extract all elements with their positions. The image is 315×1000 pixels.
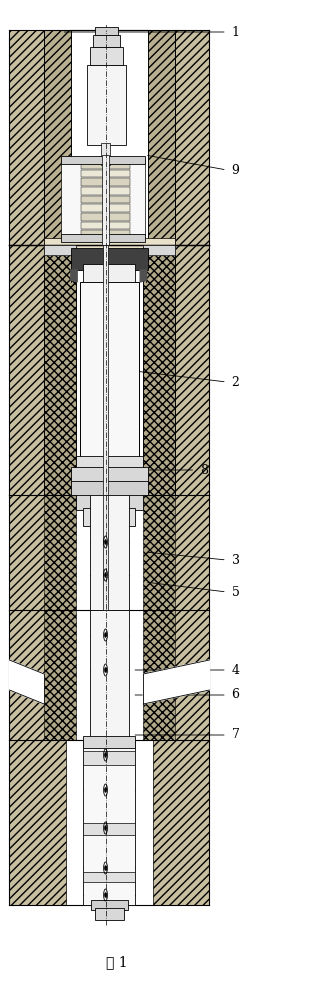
Bar bbox=[101, 143, 110, 165]
Bar bbox=[71, 30, 148, 245]
Polygon shape bbox=[140, 270, 146, 282]
Bar bbox=[81, 196, 130, 203]
Bar bbox=[9, 495, 66, 610]
Bar bbox=[81, 178, 130, 186]
Text: 1: 1 bbox=[232, 25, 239, 38]
Bar bbox=[90, 47, 123, 65]
Bar bbox=[143, 610, 175, 740]
Bar bbox=[71, 467, 148, 483]
Bar bbox=[83, 823, 135, 835]
Text: 4: 4 bbox=[232, 664, 239, 676]
Bar bbox=[80, 282, 139, 460]
Polygon shape bbox=[9, 660, 44, 704]
Text: 图 1: 图 1 bbox=[106, 955, 127, 969]
Bar bbox=[175, 30, 209, 245]
Bar bbox=[81, 161, 130, 169]
Bar bbox=[91, 900, 128, 910]
Bar bbox=[71, 481, 148, 495]
Bar bbox=[9, 610, 66, 740]
Text: 5: 5 bbox=[232, 585, 239, 598]
Bar bbox=[81, 187, 130, 195]
Circle shape bbox=[105, 633, 106, 637]
Bar bbox=[83, 736, 135, 748]
Bar bbox=[44, 245, 76, 255]
Bar bbox=[90, 610, 129, 740]
Bar bbox=[61, 156, 145, 164]
Bar bbox=[71, 248, 148, 270]
Bar bbox=[148, 30, 175, 245]
Bar bbox=[9, 30, 44, 245]
Text: 7: 7 bbox=[232, 728, 239, 742]
Text: 6: 6 bbox=[232, 688, 239, 702]
Text: 8: 8 bbox=[200, 464, 208, 477]
Bar bbox=[76, 456, 143, 470]
Bar bbox=[102, 155, 109, 245]
Bar bbox=[153, 610, 209, 740]
Text: 2: 2 bbox=[232, 375, 239, 388]
Bar bbox=[81, 230, 130, 238]
Bar bbox=[153, 495, 209, 610]
Circle shape bbox=[105, 866, 106, 870]
Bar bbox=[76, 494, 143, 510]
Bar bbox=[93, 35, 120, 47]
Bar bbox=[81, 222, 130, 229]
Bar bbox=[81, 170, 130, 177]
Bar bbox=[81, 204, 130, 212]
Bar bbox=[44, 610, 76, 740]
Bar bbox=[83, 740, 135, 905]
Bar bbox=[81, 213, 130, 221]
Bar bbox=[103, 245, 108, 495]
Bar bbox=[83, 751, 135, 765]
Bar bbox=[44, 30, 71, 245]
Bar bbox=[143, 245, 175, 255]
Bar bbox=[44, 245, 76, 495]
Polygon shape bbox=[71, 270, 77, 282]
Circle shape bbox=[105, 826, 106, 830]
Bar bbox=[9, 740, 66, 905]
Text: 3: 3 bbox=[232, 554, 239, 566]
Circle shape bbox=[105, 788, 106, 792]
Bar bbox=[9, 245, 44, 495]
Bar bbox=[83, 872, 135, 882]
Bar bbox=[95, 908, 124, 920]
Bar bbox=[87, 65, 126, 145]
Bar bbox=[143, 245, 175, 495]
Polygon shape bbox=[143, 660, 209, 704]
Bar bbox=[44, 238, 175, 250]
Bar bbox=[61, 234, 145, 242]
Bar bbox=[90, 490, 129, 610]
Bar bbox=[83, 508, 135, 526]
Circle shape bbox=[105, 573, 106, 577]
Bar bbox=[94, 27, 118, 35]
Bar bbox=[44, 495, 76, 610]
Circle shape bbox=[105, 893, 106, 897]
Circle shape bbox=[105, 540, 106, 544]
Bar bbox=[153, 740, 209, 905]
Bar bbox=[143, 495, 175, 610]
Bar bbox=[61, 160, 145, 238]
Text: 9: 9 bbox=[232, 163, 239, 176]
Bar bbox=[103, 495, 108, 610]
Bar bbox=[83, 264, 135, 282]
Circle shape bbox=[105, 753, 106, 757]
Circle shape bbox=[105, 668, 106, 672]
Bar bbox=[175, 245, 209, 495]
